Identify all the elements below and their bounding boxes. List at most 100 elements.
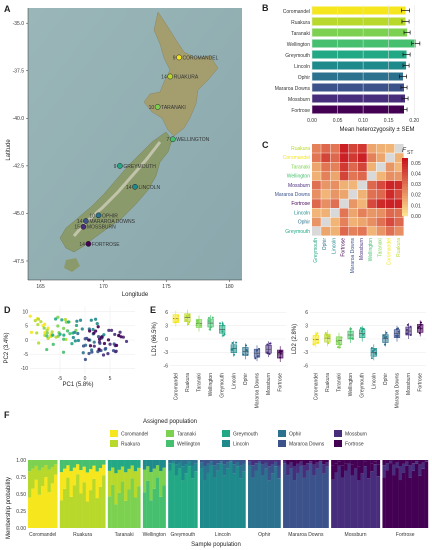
d-point (62, 326, 66, 330)
f-bar-segment (124, 500, 128, 528)
d-point (97, 347, 101, 351)
f-bar-segment (206, 460, 210, 464)
f-bar-segment (216, 460, 220, 464)
f-bar-segment (347, 460, 351, 462)
e-point (258, 347, 261, 350)
f-bar-segment (98, 460, 103, 469)
e-point (177, 318, 180, 321)
f-bar-segment (137, 460, 141, 468)
f-bar-segment (117, 460, 122, 470)
f-bar-segment (85, 501, 90, 528)
c-cell (385, 190, 395, 199)
map-y-label: Latitude (6, 139, 12, 161)
e-point (383, 336, 386, 339)
e-point (328, 335, 331, 338)
f-bar-segment (334, 472, 338, 528)
f-bar-segment (376, 464, 381, 477)
d-point (42, 326, 46, 330)
f-bar-segment (89, 469, 93, 491)
f-bar-segment (388, 460, 393, 461)
f-bar-segment (219, 463, 223, 528)
f-bar-segment (418, 475, 422, 528)
f-bar-segment (107, 496, 112, 528)
f-bar-segment (206, 463, 210, 473)
site-count: 14 (77, 219, 83, 225)
f-bar-segment (79, 493, 83, 528)
c-col-label: Mararoa Downs (350, 238, 356, 274)
c-cell (394, 144, 404, 153)
e-point (256, 349, 259, 352)
f-bar-segment (37, 494, 42, 528)
f-bar-segment (44, 460, 48, 466)
e-x-tick: Ruakura (185, 373, 191, 392)
f-bar-segment (408, 477, 412, 528)
c-cell (330, 190, 340, 199)
c-cell (321, 144, 330, 153)
f-bar-segment (344, 470, 348, 528)
f-bar-segment (174, 464, 179, 476)
f-bar-segment (248, 460, 252, 462)
f-bar-segment (171, 461, 175, 464)
f-bar-segment (254, 460, 258, 464)
f-bar-segment (414, 461, 419, 464)
f-bar-segment (411, 460, 416, 464)
e-point (211, 316, 214, 319)
f-bar-segment (212, 477, 217, 528)
f-bar-segment (388, 463, 393, 528)
f-bar-segment (171, 460, 175, 462)
c-cell (348, 190, 358, 199)
c-cell (330, 208, 340, 218)
f-bar-segment (373, 461, 377, 465)
c-cell (367, 162, 376, 172)
f-x-tick: Mossburn (345, 532, 367, 538)
f-bar-segment (340, 465, 345, 478)
f-bar-segment (277, 465, 281, 479)
f-bar-segment (149, 460, 153, 473)
e-x-tick: Taranaki (197, 373, 203, 392)
f-bar-segment (312, 475, 316, 528)
d-point (92, 344, 96, 348)
d-y-tick: 0 (25, 338, 28, 344)
e-point (396, 336, 399, 339)
f-bar-segment (177, 462, 182, 469)
d-point (70, 342, 74, 346)
map-y-tick: -37.5 (13, 69, 25, 75)
e-point (196, 319, 199, 322)
b-bar (312, 6, 406, 15)
f-bar-segment (388, 460, 393, 464)
f-bar-segment (261, 475, 265, 528)
f-bar-segment (347, 461, 351, 464)
f-bar-segment (44, 477, 48, 528)
site-name: LINCOLN (139, 185, 161, 191)
f-bar-segment (34, 465, 38, 480)
f-legend-swatch (334, 430, 342, 437)
e-y-label: LD1 (66.5%) (152, 322, 158, 356)
f-bar-segment (50, 467, 55, 484)
c-cell (330, 217, 340, 227)
d-point (78, 318, 83, 322)
e-point (187, 323, 190, 326)
f-bar-segment (411, 463, 416, 471)
e-x-tick: Ophir (383, 373, 389, 386)
d-point (66, 320, 71, 324)
f-bar-segment (305, 460, 310, 464)
c-cell (330, 226, 340, 236)
f-bar-segment (63, 488, 67, 528)
c-cell (394, 190, 404, 199)
e-point (245, 344, 248, 347)
c-legend-tick: 0.00 (411, 214, 421, 220)
f-bar-segment (309, 463, 313, 528)
f-bar-segment (382, 465, 386, 478)
e-y-tick: 6 (165, 310, 168, 316)
f-bar-segment (142, 492, 147, 528)
f-bar-segment (424, 461, 429, 528)
f-bar-segment (44, 465, 48, 478)
f-bar-segment (222, 475, 227, 528)
f-bar-segment (203, 466, 207, 481)
c-cell (376, 144, 386, 153)
f-bar-segment (66, 460, 70, 466)
f-bar-segment (267, 480, 272, 528)
f-legend-swatch (222, 430, 230, 437)
b-category-label: Fortrose (291, 108, 310, 114)
f-bar-segment (194, 471, 198, 528)
